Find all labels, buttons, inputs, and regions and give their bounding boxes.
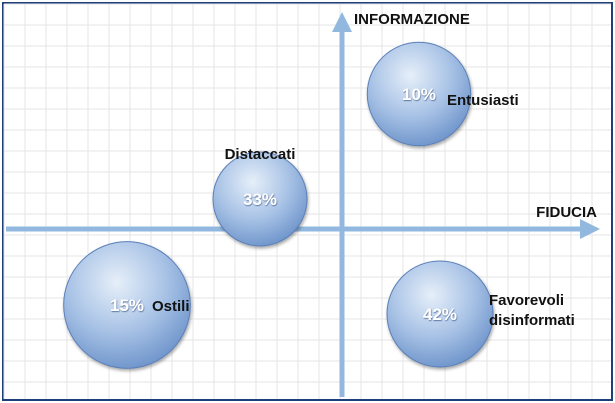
- bubble-label-distaccati: Distaccati: [225, 146, 296, 163]
- bubble-label-favorevoli-disinformati: Favorevoli disinformati: [489, 292, 575, 329]
- y-axis-label: INFORMAZIONE: [354, 11, 470, 28]
- bubble-percent-favorevoli-disinformati: 42%: [423, 305, 457, 324]
- bubble-label-line: Distaccati: [225, 146, 296, 163]
- bubble-ostili: [63, 241, 191, 369]
- bubbles-layer: 10% Entusiasti 33% Distaccati 15% Ostili 42% Fa…: [63, 41, 575, 369]
- bubble-percent-entusiasti: 10%: [402, 85, 436, 104]
- bubble-entusiasti: [366, 41, 472, 147]
- x-axis-label: FIDUCIA: [536, 204, 597, 221]
- bubble-percent-ostili: 15%: [110, 296, 144, 315]
- bubble-label-line: Ostili: [152, 298, 190, 315]
- bubble-distaccati: [212, 151, 308, 247]
- bubble-label-ostili: Ostili: [152, 298, 190, 315]
- bubble-label-entusiasti: Entusiasti: [447, 92, 519, 109]
- bubble-label-line: disinformati: [489, 312, 575, 329]
- bubble-favorevoli-disinformati: [386, 260, 494, 368]
- bubble-label-line: Entusiasti: [447, 92, 519, 109]
- bubble-label-line: Favorevoli: [489, 292, 564, 309]
- bubble-percent-distaccati: 33%: [243, 190, 277, 209]
